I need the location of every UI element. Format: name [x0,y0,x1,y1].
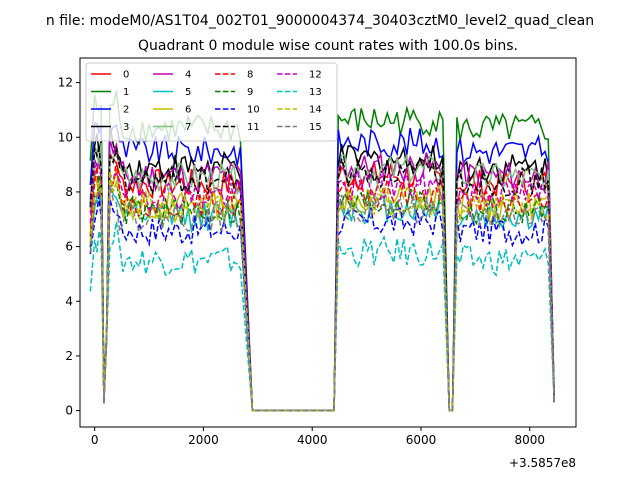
legend-label: 9 [247,87,253,98]
y-tick-label: 2 [65,349,73,363]
x-tick-label: 2000 [188,433,219,447]
series-line-15 [89,184,555,412]
y-tick-label: 12 [58,76,73,90]
series-line-8 [89,161,555,412]
legend-label: 14 [309,105,322,116]
chart-title: Quadrant 0 module wise count rates with … [138,38,518,54]
series-line-14 [89,170,555,412]
legend-label: 8 [247,70,253,81]
legend-label: 12 [309,70,322,81]
legend-label: 0 [123,70,129,81]
legend-label: 5 [185,87,191,98]
series-line-11 [89,147,555,412]
y-tick-label: 10 [58,130,73,144]
series-line-2 [89,121,555,412]
series-line-7 [89,142,555,412]
legend-label: 3 [123,122,129,133]
legend-box [85,62,338,142]
series-line-12 [89,162,555,412]
legend-label: 10 [247,105,260,116]
legend-label: 2 [123,105,129,116]
series-line-9 [89,174,555,412]
legend-label: 7 [185,122,191,133]
legend-label: 6 [185,105,191,116]
legend-label: 1 [123,87,129,98]
series-line-13 [89,221,555,412]
y-tick-label: 8 [65,185,73,199]
x-tick-label: 8000 [514,433,545,447]
series-layer [89,90,555,412]
series-line-10 [89,195,555,412]
y-tick-label: 0 [65,404,73,418]
y-tick-label: 6 [65,240,73,254]
x-tick-label: 6000 [406,433,437,447]
y-axis: 0 2 4 6 8 10 12 [58,76,80,418]
x-offset-label: +3.5857e8 [509,456,576,470]
chart-suptitle: n file: modeM0/AS1T04_002T01_9000004374_… [46,13,594,29]
series-line-4 [89,138,555,412]
legend-label: 15 [309,122,322,133]
x-tick-label: 4000 [297,433,328,447]
series-line-6 [89,169,555,412]
y-tick-label: 4 [65,294,73,308]
x-tick-label: 0 [91,433,99,447]
legend-label: 4 [185,70,191,81]
legend-label: 11 [247,122,260,133]
legend-label: 13 [309,87,322,98]
plot-frame [79,57,577,428]
x-axis: 0 2000 4000 6000 8000 [91,427,545,447]
